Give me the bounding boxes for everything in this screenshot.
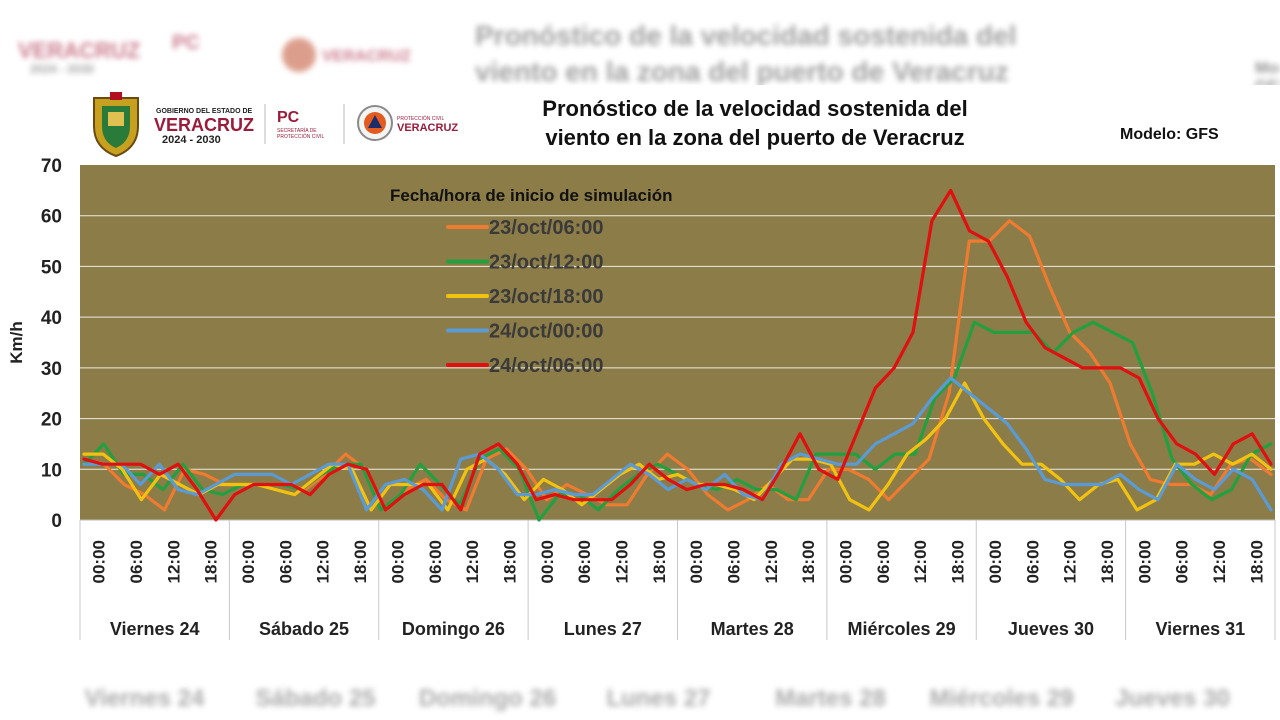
x-tick-label: 18:00 (799, 540, 818, 583)
x-tick-label: 18:00 (351, 540, 370, 583)
x-tick-label: 18:00 (650, 540, 669, 583)
logo-years-text: 2024 - 2030 (162, 134, 221, 146)
y-tick-label: 10 (41, 460, 62, 481)
x-tick-label: 06:00 (127, 540, 146, 583)
x-tick-label: 12:00 (911, 540, 930, 583)
legend-entry: 24/oct/06:00 (489, 355, 604, 377)
y-tick-label: 20 (41, 410, 62, 431)
logo-proteccion-text: PROTECCIÓN CIVIL (397, 115, 444, 122)
logo-proteccion-state-text: VERACRUZ (397, 122, 458, 134)
x-tick-label: 06:00 (1173, 540, 1192, 583)
blurred-logo-proteccion: VERACRUZ (322, 48, 411, 65)
legend-entry: 23/oct/18:00 (489, 286, 604, 308)
legend-entry: 24/oct/00:00 (489, 321, 604, 343)
x-tick-label: 18:00 (202, 540, 221, 583)
day-label: Miércoles 29 (848, 619, 956, 639)
x-tick-label: 00:00 (986, 540, 1005, 583)
x-tick-label: 00:00 (388, 540, 407, 583)
y-tick-label: 50 (41, 257, 62, 278)
x-tick-label: 00:00 (837, 540, 856, 583)
x-tick-label: 12:00 (612, 540, 631, 583)
x-tick-label: 18:00 (949, 540, 968, 583)
x-tick-label: 12:00 (463, 540, 482, 583)
x-tick-label: 18:00 (1247, 540, 1266, 583)
chart-title: Pronóstico de la velocidad sostenida del… (450, 94, 1060, 152)
day-label: Jueves 30 (1008, 619, 1094, 639)
x-tick-label: 06:00 (725, 540, 744, 583)
x-tick-label: 00:00 (239, 540, 258, 583)
x-tick-label: 06:00 (575, 540, 594, 583)
x-tick-label: 06:00 (874, 540, 893, 583)
legend-title: Fecha/hora de inicio de simulación (390, 186, 672, 205)
legend-entry: 23/oct/06:00 (489, 217, 604, 239)
plot-area (80, 165, 1275, 520)
x-tick-label: 00:00 (1135, 540, 1154, 583)
blurred-logo-state: VERACRUZ (18, 38, 141, 63)
x-tick-label: 06:00 (426, 540, 445, 583)
legend-entry: 23/oct/12:00 (489, 252, 604, 274)
government-logos: GOBIERNO DEL ESTADO DE VERACRUZ 2024 - 2… (93, 92, 458, 158)
x-tick-label: 06:00 (276, 540, 295, 583)
day-label: Domingo 26 (402, 619, 505, 639)
blurred-logo-pc: PC (172, 32, 200, 54)
x-tick-label: 06:00 (1023, 540, 1042, 583)
logo-pc-sub2: PROTECCIÓN CIVIL (277, 133, 324, 140)
logo-strip: GOBIERNO DEL ESTADO DE VERACRUZ 2024 - 2… (90, 90, 470, 158)
day-label: Martes 28 (711, 619, 794, 639)
x-tick-label: 00:00 (538, 540, 557, 583)
veracruz-crest-icon (93, 92, 139, 158)
y-tick-label: 60 (41, 207, 62, 228)
logo-pc-text: PC (277, 109, 300, 126)
x-tick-label: 12:00 (164, 540, 183, 583)
x-tick-label: 00:00 (687, 540, 706, 583)
blurred-model-label: Modelo: GFS (1255, 60, 1280, 88)
x-tick-label: 12:00 (762, 540, 781, 583)
y-tick-label: 70 (41, 156, 62, 177)
y-tick-label: 40 (41, 308, 62, 329)
blurred-header-background: VERACRUZ 2024 - 2030 PC VERACRUZ Pronóst… (0, 0, 1280, 88)
series-line (82, 381, 1273, 512)
y-tick-label: 0 (51, 511, 62, 532)
blurred-logo-years: 2024 - 2030 (30, 62, 95, 76)
day-label: Viernes 24 (110, 619, 200, 639)
x-tick-label: 18:00 (500, 540, 519, 583)
logo-veracruz-text: VERACRUZ (154, 115, 254, 135)
series-line (82, 188, 1273, 522)
y-axis-label: Km/h (7, 321, 26, 364)
x-tick-label: 00:00 (90, 540, 109, 583)
day-label: Sábado 25 (259, 619, 349, 639)
model-label: Modelo: GFS (1120, 126, 1219, 143)
x-tick-label: 12:00 (1061, 540, 1080, 583)
chart-title-line2: viento en la zona del puerto de Veracruz (545, 125, 965, 150)
blurred-title: Pronóstico de la velocidad sostenida del… (475, 20, 1017, 87)
logo-pc-sub1: SECRETARÍA DE (277, 127, 317, 134)
x-tick-label: 18:00 (1098, 540, 1117, 583)
x-tick-label: 12:00 (1210, 540, 1229, 583)
day-label: Lunes 27 (564, 619, 642, 639)
blurred-logo-emblem (282, 38, 316, 72)
proteccion-civil-emblem-icon (357, 105, 393, 141)
x-tick-label: 12:00 (314, 540, 333, 583)
chart-title-line1: Pronóstico de la velocidad sostenida del (542, 96, 968, 121)
day-label: Viernes 31 (1155, 619, 1245, 639)
y-tick-label: 30 (41, 359, 62, 380)
logo-gobierno-text: GOBIERNO DEL ESTADO DE (156, 108, 253, 115)
